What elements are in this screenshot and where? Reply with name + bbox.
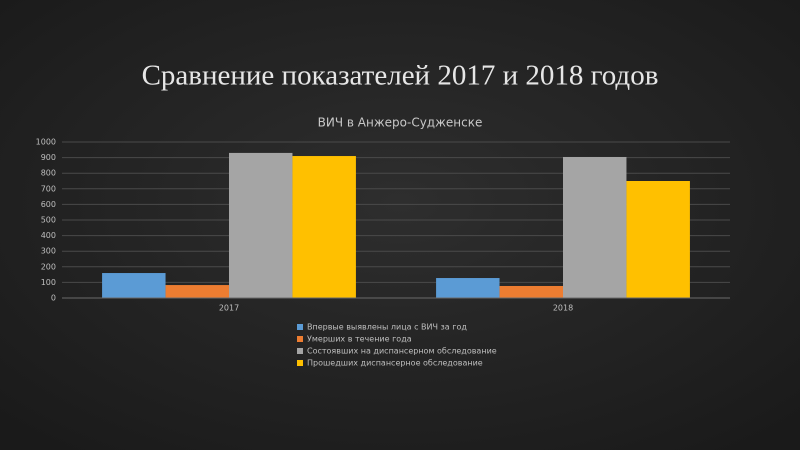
- y-tick-label: 1000: [36, 138, 56, 147]
- legend-label: Состоявших на диспансерном обследование: [307, 347, 497, 356]
- y-tick-label: 200: [41, 262, 56, 271]
- bar: [229, 152, 293, 298]
- x-tick-label: 2017: [219, 304, 239, 313]
- legend-label: Впервые выявлены лица с ВИЧ за год: [307, 323, 467, 332]
- y-tick-label: 400: [41, 231, 56, 240]
- y-tick-label: 700: [41, 184, 56, 193]
- y-tick-label: 500: [41, 216, 56, 225]
- legend-label: Умерших в течение года: [307, 335, 412, 344]
- bar: [165, 285, 229, 298]
- y-tick-label: 800: [41, 169, 56, 178]
- x-tick-label: 2018: [553, 304, 573, 313]
- y-tick-label: 100: [41, 278, 56, 287]
- legend-swatch: [297, 348, 303, 354]
- bar: [102, 273, 166, 298]
- legend-label: Прошедших диспансерное обследование: [307, 359, 483, 368]
- y-tick-label: 0: [51, 294, 56, 303]
- bar: [563, 156, 627, 298]
- chart-title: ВИЧ в Анжеро-Судженске: [318, 116, 483, 130]
- bar: [499, 285, 563, 298]
- y-tick-label: 900: [41, 153, 56, 162]
- slide-title: Сравнение показателей 2017 и 2018 годов: [142, 60, 659, 92]
- y-tick-label: 600: [41, 200, 56, 209]
- bar: [626, 181, 690, 298]
- legend-swatch: [297, 336, 303, 342]
- y-tick-label: 300: [41, 247, 56, 256]
- bar: [436, 278, 500, 298]
- legend-swatch: [297, 324, 303, 330]
- legend-swatch: [297, 360, 303, 366]
- bar: [292, 156, 356, 298]
